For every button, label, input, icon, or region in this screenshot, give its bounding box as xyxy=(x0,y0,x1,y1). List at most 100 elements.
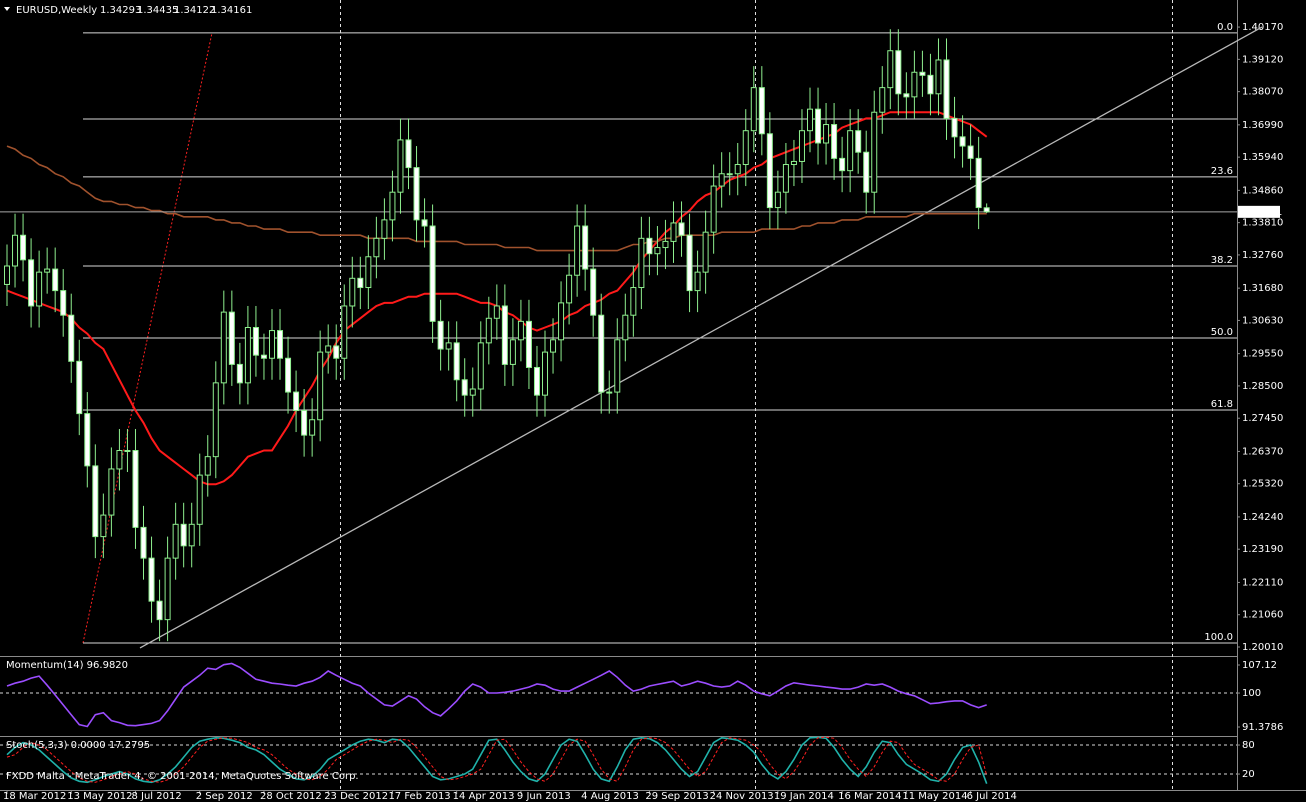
x-tick-label: 2 Sep 2012 xyxy=(196,791,253,802)
candle-body xyxy=(180,523,187,547)
candle-body xyxy=(413,167,420,221)
ohlc-high: 1.34435 xyxy=(137,5,178,16)
chart-title: EURUSD,Weekly xyxy=(16,5,97,16)
candle-body xyxy=(164,557,171,621)
current-price-box xyxy=(1238,205,1280,218)
candle-body xyxy=(895,50,902,95)
candle-body xyxy=(317,351,324,421)
x-tick-label: 11 May 2014 xyxy=(902,791,967,802)
fibo-label: 38.2 xyxy=(1211,255,1233,266)
x-tick-label: 8 Jul 2012 xyxy=(131,791,181,802)
candle-body xyxy=(807,108,813,132)
candle-body xyxy=(766,133,773,209)
candle-body xyxy=(662,240,669,249)
candle-body xyxy=(983,207,990,213)
candle-body xyxy=(710,185,717,233)
y-tick-label: 1.33810 xyxy=(1242,218,1283,229)
x-tick-label: 4 Aug 2013 xyxy=(581,791,639,802)
y-tick-label: 1.40170 xyxy=(1242,22,1283,33)
x-tick-label: 6 Jul 2014 xyxy=(967,791,1017,802)
y-tick-label: 1.24240 xyxy=(1242,512,1283,523)
y-tick-label: 1.25320 xyxy=(1242,479,1283,490)
y-tick-label: 1.30630 xyxy=(1242,315,1283,326)
y-tick-label: 80 xyxy=(1242,740,1255,751)
candle-body xyxy=(638,237,645,289)
candle-body xyxy=(839,157,846,172)
fibo-label: 61.8 xyxy=(1211,399,1233,410)
candle-body xyxy=(686,234,693,292)
candle-body xyxy=(630,287,637,316)
y-tick-label: 1.28500 xyxy=(1242,381,1283,392)
candle-body xyxy=(429,225,436,322)
candle-body xyxy=(750,87,757,132)
ohlc-close: 1.34161 xyxy=(211,5,252,16)
candle-body xyxy=(204,456,211,476)
candle-body xyxy=(268,330,275,359)
candle-body xyxy=(670,222,677,242)
moving-average xyxy=(6,145,987,252)
x-tick-label: 13 May 2012 xyxy=(67,791,132,802)
candle-body xyxy=(879,87,886,113)
current-price-label: 1.34161 xyxy=(1241,207,1282,218)
candle-body xyxy=(20,234,27,261)
fibo-label: 100.0 xyxy=(1204,632,1233,643)
x-tick-label: 24 Nov 2013 xyxy=(710,791,774,802)
candle-body xyxy=(863,151,870,193)
y-tick-label: 1.36990 xyxy=(1242,120,1283,131)
candle-body xyxy=(855,130,862,153)
candle-body xyxy=(582,225,589,270)
indicator-line xyxy=(6,736,988,783)
menu-triangle[interactable] xyxy=(4,7,10,11)
ohlc-open: 1.34293 xyxy=(100,5,141,16)
x-tick-label: 14 Apr 2013 xyxy=(453,791,515,802)
candle-body xyxy=(76,360,83,415)
candle-body xyxy=(967,145,974,159)
candle-body xyxy=(566,274,573,304)
candle-body xyxy=(654,247,661,255)
candle-body xyxy=(36,271,43,307)
candle-body xyxy=(533,366,540,396)
candle-body xyxy=(646,237,653,255)
candle-body xyxy=(461,379,468,396)
y-tick-label: 1.22110 xyxy=(1242,577,1283,588)
candle-body xyxy=(381,219,388,239)
y-tick-label: 100 xyxy=(1242,688,1261,699)
candle-body xyxy=(694,271,701,292)
candle-body xyxy=(790,160,797,166)
candle-body xyxy=(477,342,484,390)
y-tick-label: 20 xyxy=(1242,769,1255,780)
y-tick-label: 1.31680 xyxy=(1242,283,1283,294)
candle-body xyxy=(758,87,765,135)
candle-body xyxy=(285,357,292,393)
candle-body xyxy=(927,74,934,95)
candle-body xyxy=(606,391,613,394)
candle-body xyxy=(92,465,99,538)
candle-body xyxy=(815,108,822,144)
candle-body xyxy=(148,557,155,602)
candle-body xyxy=(188,523,195,547)
momentum-title: Momentum(14) 96.9820 xyxy=(6,660,128,671)
candle-body xyxy=(28,259,35,307)
candle-body xyxy=(774,191,781,209)
candle-body xyxy=(847,130,854,172)
candle-body xyxy=(935,59,942,95)
fibo-label: 23.6 xyxy=(1211,166,1233,177)
candle-body xyxy=(333,345,340,359)
x-tick-label: 9 Jun 2013 xyxy=(517,791,571,802)
y-tick-label: 1.32760 xyxy=(1242,250,1283,261)
candle-body xyxy=(517,320,524,341)
candle-body xyxy=(365,256,372,289)
y-tick-label: 1.38070 xyxy=(1242,87,1283,98)
x-tick-label: 28 Oct 2012 xyxy=(260,791,322,802)
candle-body xyxy=(156,600,163,621)
candle-body xyxy=(614,339,621,393)
y-tick-label: 1.20010 xyxy=(1242,642,1283,653)
candle-body xyxy=(718,173,725,187)
trendline xyxy=(139,26,1263,649)
candle-body xyxy=(525,320,532,368)
candle-body xyxy=(116,450,123,470)
candle-body xyxy=(172,523,179,559)
candle-body xyxy=(293,391,300,412)
candle-body xyxy=(108,468,115,516)
